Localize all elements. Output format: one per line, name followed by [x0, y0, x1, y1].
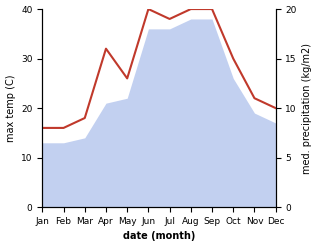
Y-axis label: med. precipitation (kg/m2): med. precipitation (kg/m2) [302, 43, 313, 174]
X-axis label: date (month): date (month) [123, 231, 195, 242]
Y-axis label: max temp (C): max temp (C) [5, 74, 16, 142]
